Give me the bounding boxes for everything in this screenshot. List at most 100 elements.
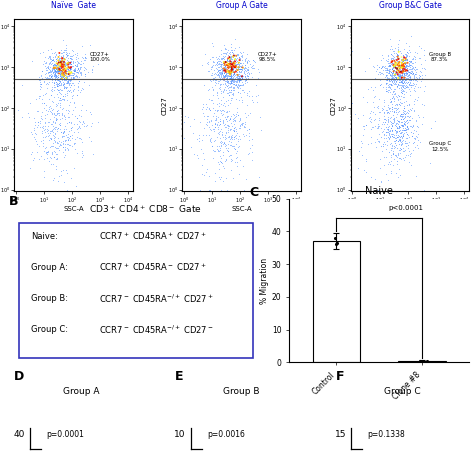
Point	[228, 86, 235, 94]
Point	[225, 73, 232, 80]
Point	[387, 50, 395, 58]
Point	[234, 75, 242, 82]
Point	[55, 61, 62, 69]
Point	[222, 115, 229, 122]
Point	[230, 81, 238, 88]
Point	[51, 119, 58, 127]
Point	[401, 67, 408, 75]
Point	[61, 66, 69, 74]
Point	[400, 147, 407, 155]
Point	[63, 144, 71, 152]
Point	[395, 117, 402, 125]
Point	[213, 55, 221, 63]
Point	[243, 71, 250, 79]
Point	[403, 69, 410, 76]
Point	[397, 77, 404, 85]
Point	[410, 138, 418, 146]
Point	[231, 123, 239, 131]
Point	[216, 145, 224, 152]
Point	[400, 132, 407, 140]
Point	[48, 72, 55, 79]
Point	[411, 70, 419, 77]
Point	[370, 104, 378, 111]
Point	[409, 139, 416, 146]
Point	[404, 71, 412, 78]
Point	[386, 140, 394, 148]
Point	[59, 133, 66, 141]
Point	[400, 119, 408, 127]
Point	[62, 67, 70, 75]
Point	[45, 137, 52, 144]
Point	[214, 66, 221, 73]
Point	[384, 118, 392, 125]
Point	[46, 52, 54, 59]
Point	[396, 67, 404, 75]
Point	[222, 135, 230, 142]
Point	[61, 74, 68, 82]
Point	[399, 73, 406, 81]
Point	[55, 68, 62, 75]
Point	[214, 55, 222, 62]
Point	[208, 121, 216, 128]
Point	[392, 169, 400, 176]
Point	[386, 107, 393, 114]
Point	[53, 155, 61, 162]
Point	[391, 57, 398, 64]
Point	[45, 74, 52, 82]
Point	[390, 80, 397, 88]
Point	[235, 88, 242, 95]
Point	[238, 76, 246, 83]
Point	[230, 62, 238, 69]
Text: D: D	[14, 370, 25, 383]
Point	[67, 126, 75, 134]
Point	[403, 123, 411, 130]
Point	[387, 81, 394, 89]
Point	[55, 73, 62, 81]
Point	[226, 66, 234, 73]
Point	[392, 52, 400, 59]
Point	[57, 141, 64, 149]
Point	[220, 138, 228, 146]
Point	[226, 54, 233, 62]
Point	[199, 105, 206, 113]
Point	[387, 118, 395, 126]
Point	[399, 132, 407, 139]
Point	[365, 55, 373, 62]
Point	[222, 66, 230, 74]
Point	[49, 142, 57, 150]
Point	[62, 91, 69, 98]
Point	[403, 108, 410, 116]
Point	[239, 64, 246, 71]
Point	[221, 120, 228, 128]
Point	[48, 64, 56, 72]
Point	[394, 74, 402, 82]
Point	[66, 59, 74, 66]
Point	[38, 115, 46, 123]
Point	[384, 160, 392, 168]
Point	[388, 127, 396, 135]
Point	[202, 120, 210, 128]
Point	[51, 133, 59, 140]
Point	[207, 96, 214, 104]
Point	[397, 128, 405, 136]
Point	[389, 66, 397, 73]
Point	[85, 134, 92, 141]
Point	[219, 93, 227, 100]
Point	[401, 60, 409, 68]
Point	[46, 68, 53, 76]
Point	[398, 110, 406, 118]
Point	[362, 169, 370, 176]
Point	[392, 78, 399, 85]
Point	[403, 122, 411, 129]
Point	[390, 62, 398, 69]
Point	[392, 64, 399, 72]
Point	[221, 63, 229, 70]
Point	[46, 157, 53, 164]
Point	[401, 91, 408, 98]
Point	[397, 70, 404, 78]
Point	[406, 81, 414, 88]
Point	[414, 136, 421, 144]
Point	[380, 98, 388, 106]
Point	[403, 70, 410, 78]
Point	[407, 81, 415, 88]
